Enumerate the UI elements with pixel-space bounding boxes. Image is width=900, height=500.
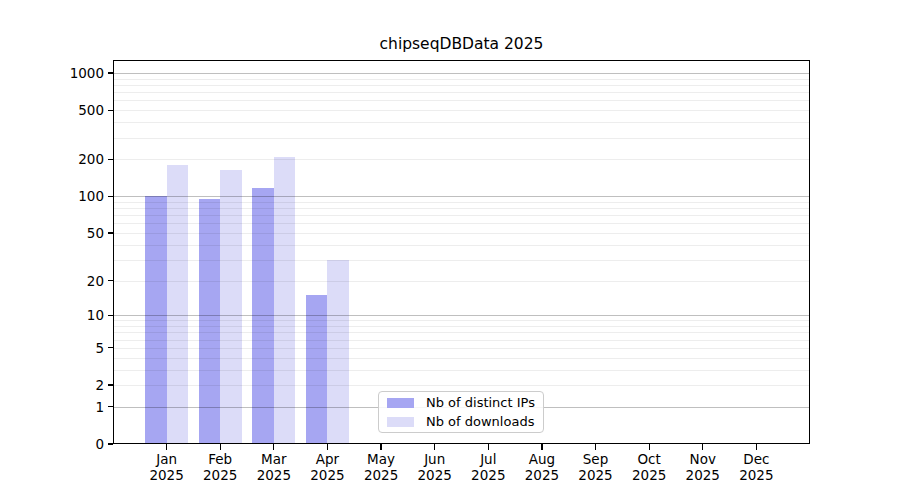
x-axis-year-label: 2025 (724, 468, 788, 484)
gridline-minor (113, 358, 810, 359)
gridline-minor (113, 260, 810, 261)
gridline-minor (113, 223, 810, 224)
y-axis-tick-label: 5 (0, 340, 104, 356)
x-axis-tick-mark (488, 444, 489, 450)
bar-downloads-apr (327, 260, 349, 444)
gridline-minor (113, 245, 810, 246)
x-axis-tick-mark (327, 444, 328, 450)
gridline-minor (113, 348, 810, 349)
gridline-minor (113, 202, 810, 203)
gridline-minor (113, 159, 810, 160)
legend-label: Nb of distinct IPs (426, 395, 535, 411)
y-axis-tick-label: 100 (0, 188, 104, 204)
gridline-major (113, 196, 810, 197)
x-axis-tick-mark (166, 444, 167, 450)
x-axis-month-label: Dec (724, 452, 788, 468)
chart-canvas: chipseqDBData 2025 0 1 2 5 10 20 50 100 200 500 10… (0, 0, 900, 500)
legend-swatch (387, 417, 414, 427)
gridline-minor (113, 138, 810, 139)
gridline-minor (113, 100, 810, 101)
y-axis-tick-mark (108, 443, 114, 444)
gridline-minor (113, 92, 810, 93)
gridline-major (113, 315, 810, 316)
x-axis-tick-mark (434, 444, 435, 450)
x-axis-tick-mark (220, 444, 221, 450)
x-axis-tick-mark (649, 444, 650, 450)
x-axis-tick-label: Dec2025 (724, 452, 788, 483)
bar-downloads-feb (220, 170, 242, 444)
gridline-minor (113, 340, 810, 341)
bar-downloads-jan (167, 165, 189, 444)
legend-item: Nb of downloads (387, 414, 535, 430)
legend: Nb of distinct IPs Nb of downloads (378, 391, 544, 433)
legend-item: Nb of distinct IPs (387, 395, 535, 411)
y-axis-tick-label: 0 (0, 436, 104, 452)
gridline-major (113, 73, 810, 74)
gridline-minor (113, 370, 810, 371)
legend-swatch (387, 398, 414, 408)
gridline-minor (113, 281, 810, 282)
gridline-minor (113, 332, 810, 333)
x-axis-tick-mark (273, 444, 274, 450)
y-axis-tick-label: 50 (0, 225, 104, 241)
bar-downloads-mar (274, 157, 296, 444)
chart-title: chipseqDBData 2025 (113, 36, 810, 53)
gridline-minor (113, 110, 810, 111)
gridline-minor (113, 385, 810, 386)
x-axis-tick-mark (702, 444, 703, 450)
gridline-minor (113, 122, 810, 123)
plot-area (113, 60, 810, 444)
y-axis-tick-label: 10 (0, 307, 104, 323)
x-axis-tick-mark (380, 444, 381, 450)
y-axis-tick-label: 1000 (0, 65, 104, 81)
x-axis-tick-mark (541, 444, 542, 450)
gridline-minor (113, 233, 810, 234)
y-axis-tick-label: 2 (0, 377, 104, 393)
x-axis-tick-mark (756, 444, 757, 450)
gridline-minor (113, 208, 810, 209)
y-axis-tick-label: 500 (0, 102, 104, 118)
gridline-minor (113, 85, 810, 86)
y-axis-tick-label: 200 (0, 151, 104, 167)
gridline-minor (113, 326, 810, 327)
gridline-minor (113, 79, 810, 80)
y-axis-tick-label: 1 (0, 399, 104, 415)
y-axis-tick-label: 20 (0, 273, 104, 289)
legend-label: Nb of downloads (426, 414, 534, 430)
x-axis-tick-mark (595, 444, 596, 450)
gridline-minor (113, 215, 810, 216)
gridline-minor (113, 320, 810, 321)
